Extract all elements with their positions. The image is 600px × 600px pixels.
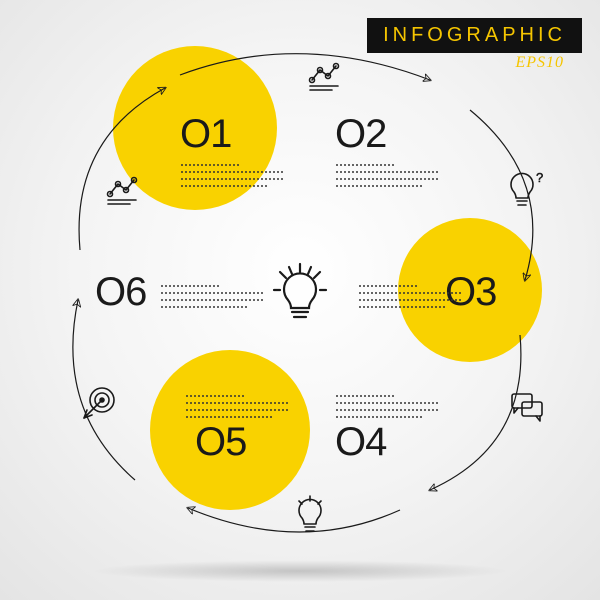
graph-nodes-icon	[310, 64, 339, 91]
step-06-text	[160, 284, 270, 312]
step-01-number: O1	[180, 112, 310, 157]
arrow-05-06	[73, 300, 135, 480]
title-text: INFOGRAPHIC	[383, 24, 566, 46]
svg-text:?: ?	[536, 170, 543, 185]
step-05-text	[185, 394, 295, 422]
step-04: O4	[335, 420, 465, 465]
step-05-number: O5	[195, 420, 325, 465]
title-bar: INFOGRAPHIC	[367, 18, 582, 53]
subtitle-text: EPS10	[515, 54, 564, 72]
step-02: O2	[335, 112, 465, 191]
step-04-text-block	[335, 388, 445, 422]
target-icon	[84, 388, 114, 418]
step-05: O5	[195, 420, 325, 465]
step-03-text	[358, 284, 468, 312]
step-02-text	[335, 163, 445, 191]
arrow-04-05	[188, 508, 400, 532]
step-05-text-block	[185, 388, 295, 422]
drop-shadow	[90, 560, 510, 582]
step-01-text	[180, 163, 290, 191]
bulb-icon	[299, 496, 321, 531]
step-04-number: O4	[335, 420, 465, 465]
bulb-question-icon: ?	[511, 170, 543, 205]
step-06-text-block	[160, 278, 240, 312]
step-03-text-block	[358, 278, 438, 312]
lightbulb-rays-icon	[274, 264, 326, 317]
chat-bubbles-icon	[512, 394, 542, 421]
step-02-number: O2	[335, 112, 465, 157]
step-01: O1	[180, 112, 310, 191]
step-04-text	[335, 394, 445, 422]
